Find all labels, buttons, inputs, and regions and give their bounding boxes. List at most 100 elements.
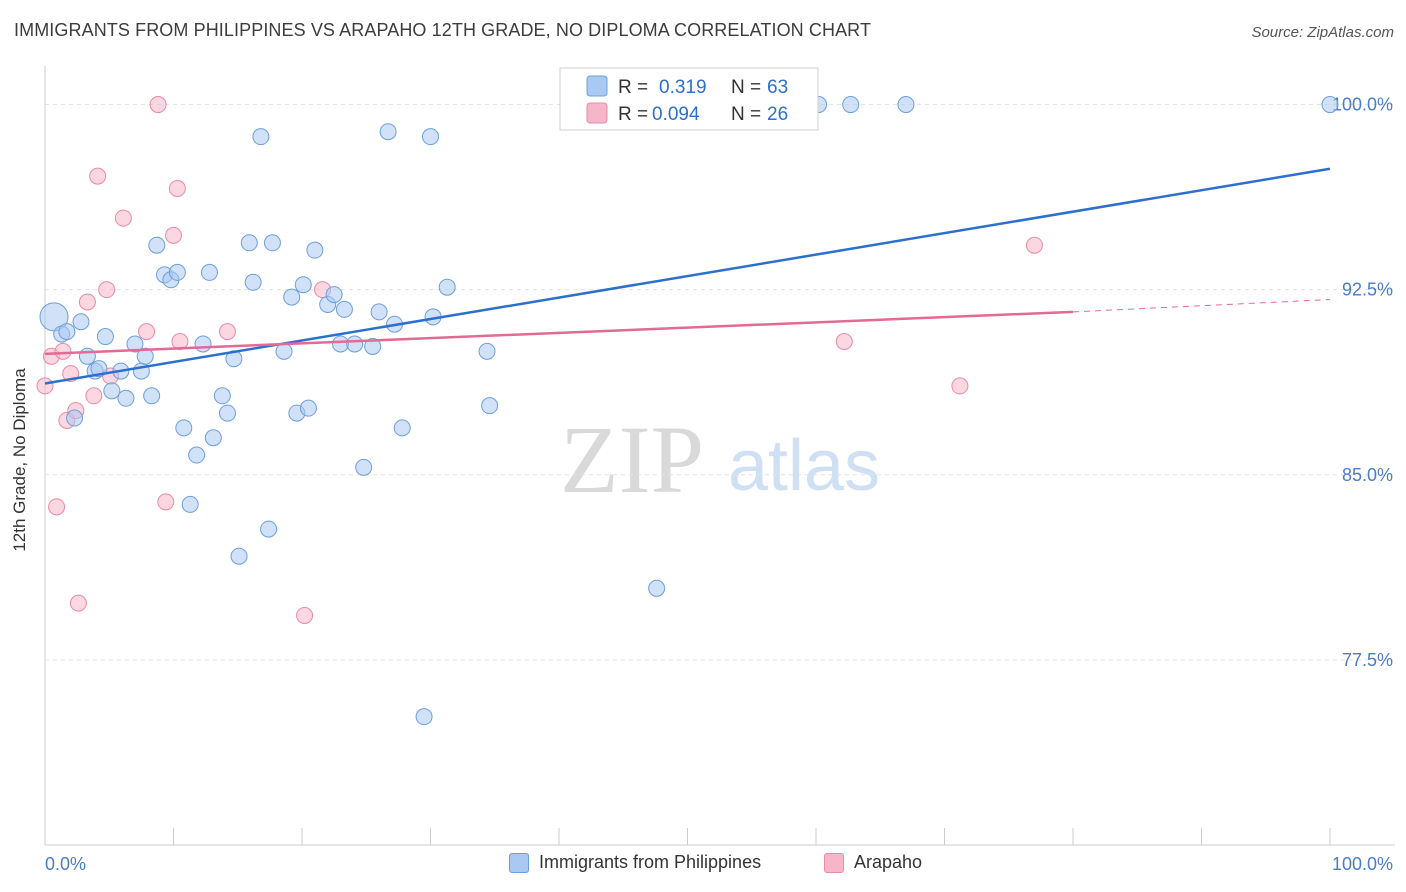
philippines-point	[66, 409, 84, 427]
legend-r-value-philippines: 0.319	[659, 77, 707, 98]
philippines-point	[244, 273, 262, 291]
watermark: ZIP atlas	[560, 406, 880, 513]
philippines-point	[263, 234, 281, 252]
legend-item-philippines: Immigrants from Philippines	[509, 852, 761, 873]
philippines-point	[148, 236, 166, 254]
philippines-point	[181, 495, 199, 513]
arapaho-trend-extension	[1072, 299, 1331, 313]
arapaho-point	[149, 96, 167, 114]
trend-lines	[44, 167, 1331, 385]
legend-bottom: Immigrants from Philippines Arapaho	[0, 852, 1406, 878]
legend-r-label-philippines: R =	[618, 77, 648, 98]
arapaho-point	[78, 293, 96, 311]
philippines-point	[294, 276, 312, 294]
y-tick-label-2: 92.5%	[1342, 280, 1393, 300]
philippines-point	[364, 337, 382, 355]
philippines-point	[332, 335, 350, 353]
watermark-atlas: atlas	[728, 426, 880, 506]
philippines-point	[897, 96, 915, 114]
philippines-point	[438, 278, 456, 296]
y-tick-label-3: 100.0%	[1332, 95, 1393, 115]
legend-box: R = 0.319 N = 63 R = 0.094 N = 26	[559, 67, 819, 131]
philippines-point	[393, 419, 411, 437]
x-tick-labels: 0.0% 100.0%	[45, 854, 1393, 874]
legend-swatch-philippines-bottom	[509, 852, 529, 873]
philippines-point	[136, 347, 154, 365]
philippines-point	[240, 234, 258, 252]
arapaho-trend-line	[44, 310, 1074, 356]
legend-n-value-arapaho: 26	[767, 104, 788, 125]
philippines-point	[260, 520, 278, 538]
philippines-point	[275, 342, 293, 360]
philippines-point	[379, 123, 397, 141]
philippines-point	[415, 708, 433, 726]
arapaho-point	[951, 377, 969, 395]
chart-title: IMMIGRANTS FROM PHILIPPINES VS ARAPAHO 1…	[14, 20, 872, 40]
watermark-zip: ZIP	[560, 406, 704, 513]
arapaho-point	[54, 342, 72, 360]
legend-n-value-philippines: 63	[767, 77, 788, 98]
y-tick-labels: 77.5% 85.0% 92.5% 100.0%	[1332, 95, 1393, 670]
philippines-point	[168, 263, 186, 281]
legend-item-arapaho: Arapaho	[824, 852, 922, 873]
legend-r-label-arapaho: R =	[618, 104, 648, 125]
philippines-point	[283, 288, 301, 306]
legend-swatch-arapaho-bottom	[824, 852, 844, 873]
philippines-point	[648, 579, 666, 597]
philippines-point	[325, 286, 343, 304]
philippines-point	[335, 300, 353, 318]
philippines-point	[204, 429, 222, 447]
x-tick-label-start: 0.0%	[45, 854, 86, 874]
philippines-point	[842, 96, 860, 114]
philippines-point	[194, 335, 212, 353]
arapaho-point	[218, 323, 236, 341]
philippines-point	[103, 382, 121, 400]
philippines-point	[346, 335, 364, 353]
arapaho-point	[114, 209, 132, 227]
y-tick-label-0: 77.5%	[1342, 650, 1393, 670]
source-credit: Source: ZipAtlas.com	[1251, 24, 1394, 41]
arapaho-point	[165, 226, 182, 244]
arapaho-point	[48, 498, 66, 516]
philippines-point	[72, 313, 90, 331]
arapaho-point	[98, 281, 116, 299]
legend-n-label-philippines: N =	[731, 77, 761, 98]
philippines-point	[370, 303, 388, 321]
arapaho-point	[157, 493, 175, 511]
arapaho-point	[69, 594, 87, 612]
philippines-point	[230, 547, 248, 565]
philippines-point	[188, 446, 206, 464]
philippines-point	[200, 263, 218, 281]
arapaho-point	[85, 387, 103, 405]
arapaho-point	[89, 167, 107, 185]
philippines-point	[175, 419, 193, 437]
legend-n-label-arapaho: N =	[731, 104, 761, 125]
philippines-point	[58, 323, 76, 341]
philippines-trend-line	[44, 167, 1331, 385]
legend-swatch-arapaho	[586, 102, 608, 124]
philippines-point	[213, 387, 231, 405]
philippines-point	[117, 389, 135, 407]
philippines-point	[96, 328, 114, 346]
arapaho-point	[36, 377, 54, 395]
philippines-point	[299, 399, 317, 417]
y-tick-label-1: 85.0%	[1342, 465, 1393, 485]
philippines-point	[306, 241, 324, 259]
philippines-point	[126, 335, 144, 353]
legend-r-value-arapaho: 0.094	[652, 104, 700, 125]
philippines-point	[478, 342, 496, 360]
philippines-point	[355, 458, 373, 476]
arapaho-point	[168, 179, 186, 197]
x-tick-label-end: 100.0%	[1332, 854, 1393, 874]
legend-swatch-philippines	[586, 75, 608, 97]
arapaho-point	[138, 323, 156, 341]
arapaho-point	[296, 606, 314, 624]
philippines-point	[252, 128, 270, 146]
arapaho-point	[1025, 236, 1043, 254]
axes	[44, 66, 1395, 846]
legend-label-philippines: Immigrants from Philippines	[539, 852, 762, 872]
arapaho-point	[835, 332, 853, 350]
philippines-point	[422, 128, 439, 146]
philippines-point	[1321, 96, 1339, 114]
